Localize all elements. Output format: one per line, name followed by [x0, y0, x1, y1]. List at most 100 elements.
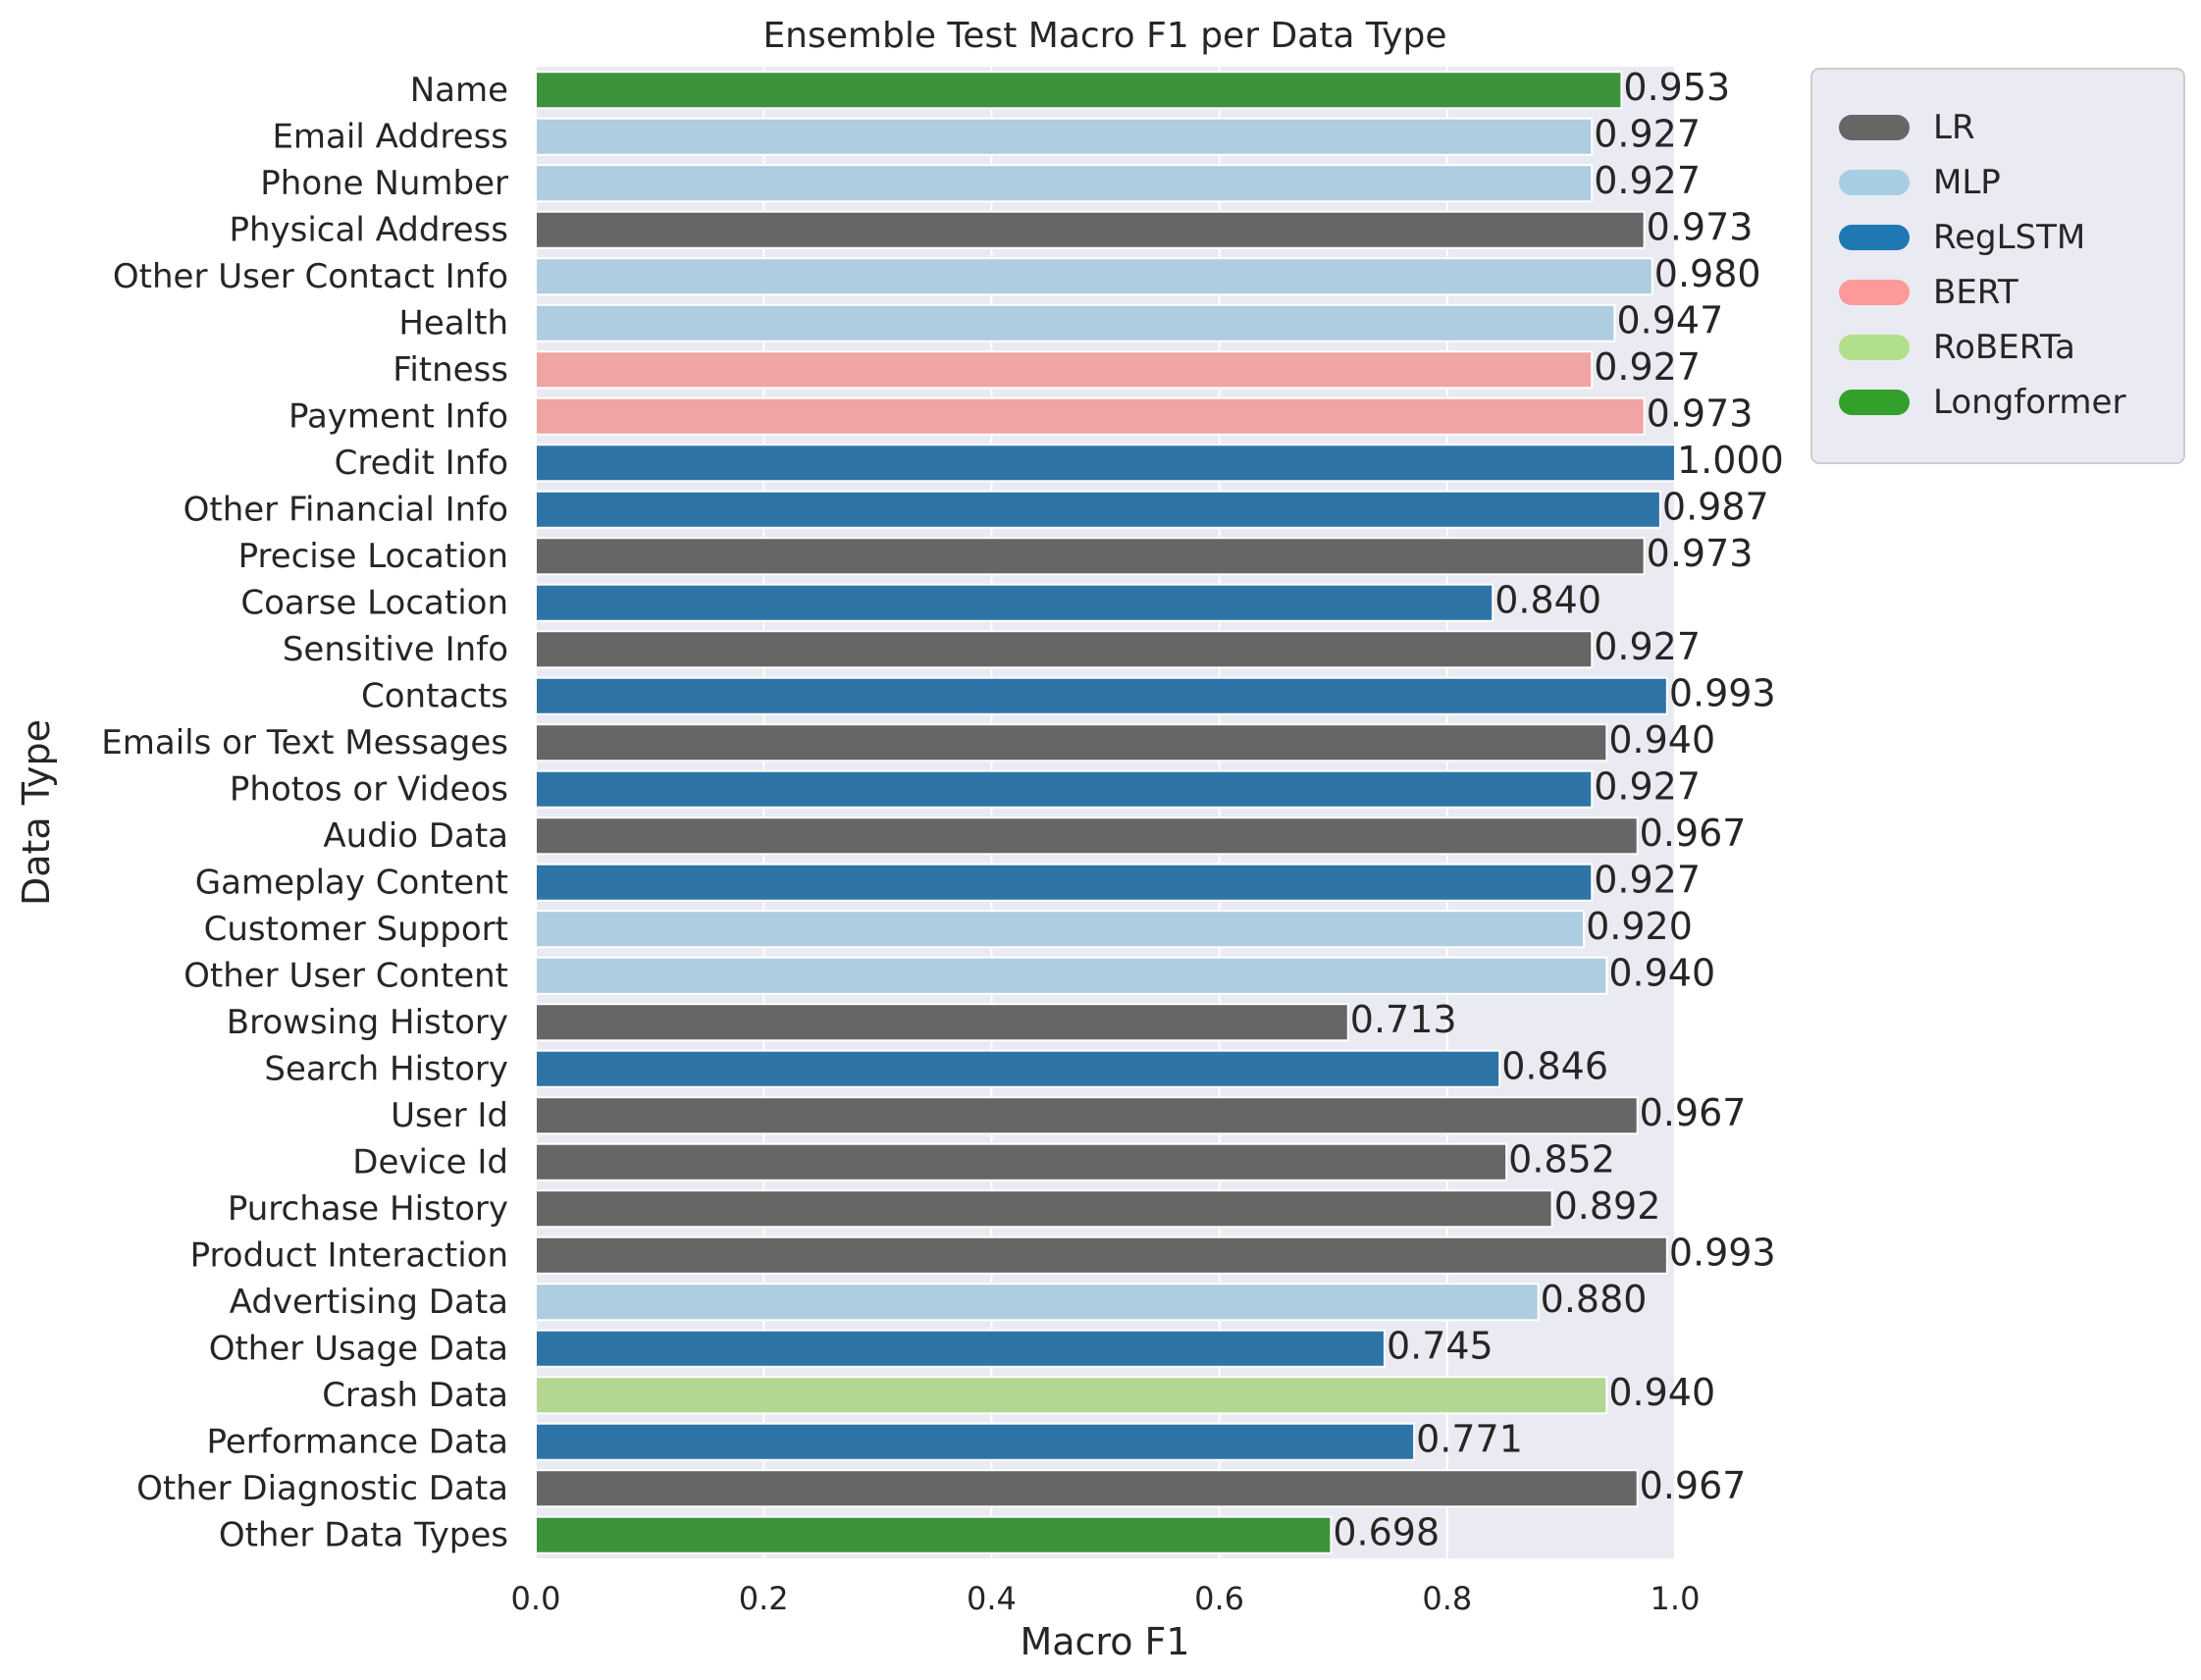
x-ticks: 0.0 0.2 0.4 0.6 0.8 1.0: [511, 1580, 1701, 1617]
value-label: 0.927: [1594, 112, 1701, 155]
x-tick-label: 0.0: [511, 1580, 561, 1617]
bar: [535, 1189, 1553, 1229]
category-label: Contacts: [361, 676, 508, 715]
category-label: Audio Data: [323, 816, 508, 856]
value-label: 0.973: [1647, 532, 1754, 575]
bar: [535, 1142, 1508, 1181]
legend-label: RoBERTa: [1933, 328, 2075, 367]
legend-swatch: [1839, 115, 1910, 140]
category-label: Health: [398, 303, 508, 342]
bar: [535, 210, 1646, 249]
legend-label: LR: [1933, 108, 1975, 147]
chart-title: Ensemble Test Macro F1 per Data Type: [762, 16, 1446, 56]
value-labels: 0.9530.9270.9270.9730.9800.9470.9270.973…: [1333, 66, 1783, 1554]
value-label: 0.840: [1494, 578, 1601, 621]
bar: [535, 1049, 1501, 1088]
legend-box: [1810, 68, 2185, 464]
category-label: Email Address: [272, 117, 508, 156]
value-label: 0.973: [1647, 392, 1754, 435]
legend-label: MLP: [1933, 163, 2001, 202]
x-tick-label: 1.0: [1651, 1580, 1701, 1617]
x-tick-label: 0.6: [1194, 1580, 1244, 1617]
category-label: Payment Info: [288, 396, 508, 436]
value-label: 0.940: [1608, 1371, 1715, 1414]
legend-swatch: [1839, 280, 1910, 305]
category-label: User Id: [391, 1096, 508, 1135]
category-label: Coarse Location: [240, 583, 508, 622]
category-label: Browsing History: [227, 1003, 508, 1042]
bar: [535, 723, 1608, 762]
bar: [535, 910, 1586, 949]
value-label: 0.927: [1594, 764, 1701, 808]
category-label: Gameplay Content: [195, 863, 508, 902]
bar: [535, 164, 1594, 203]
category-label: Purchase History: [228, 1189, 508, 1229]
x-tick-label: 0.4: [967, 1580, 1017, 1617]
value-label: 0.698: [1333, 1510, 1440, 1553]
bar: [535, 117, 1594, 156]
category-label: Photos or Videos: [230, 769, 508, 809]
category-label: Other Financial Info: [183, 490, 508, 529]
category-label: Search History: [264, 1049, 508, 1088]
legend-label: BERT: [1933, 273, 2018, 312]
value-label: 0.993: [1669, 671, 1776, 714]
bar: [535, 816, 1639, 856]
bar: [535, 863, 1594, 902]
bar: [535, 1283, 1540, 1322]
bar: [535, 1469, 1639, 1508]
bar: [535, 956, 1608, 995]
legend-label: RegLSTM: [1933, 218, 2085, 257]
bar: [535, 1003, 1349, 1042]
category-label: Other Data Types: [219, 1515, 508, 1554]
legend-swatch: [1839, 390, 1910, 415]
bar: [535, 257, 1653, 296]
value-label: 0.927: [1594, 858, 1701, 901]
category-labels: Name Email Address Phone Number Physical Ad…: [101, 71, 508, 1555]
bar: [535, 303, 1616, 342]
category-label: Emails or Text Messages: [101, 723, 508, 762]
category-label: Name: [410, 71, 508, 110]
value-label: 0.953: [1623, 66, 1730, 109]
category-label: Device Id: [352, 1142, 508, 1181]
value-label: 0.892: [1554, 1184, 1661, 1228]
value-label: 0.846: [1501, 1044, 1608, 1087]
value-label: 0.927: [1594, 345, 1701, 389]
bar: [535, 630, 1594, 669]
bars: [535, 71, 1676, 1554]
x-axis-title: Macro F1: [1020, 1620, 1189, 1663]
value-label: 0.980: [1654, 252, 1761, 295]
legend: LR MLP RegLSTM BERT RoBERTa Longformer: [1810, 68, 2185, 464]
category-label: Precise Location: [238, 537, 508, 576]
value-label: 0.927: [1594, 159, 1701, 202]
bar: [535, 71, 1623, 110]
bar: [535, 490, 1661, 529]
value-label: 0.771: [1416, 1417, 1523, 1460]
category-label: Advertising Data: [230, 1283, 508, 1322]
category-label: Other User Contact Info: [113, 257, 508, 296]
category-label: Performance Data: [207, 1422, 508, 1461]
legend-swatch: [1839, 335, 1910, 360]
value-label: 0.947: [1616, 298, 1723, 341]
category-label: Crash Data: [322, 1376, 508, 1415]
bar: [535, 396, 1646, 436]
bar: [535, 769, 1594, 809]
value-label: 0.920: [1586, 905, 1693, 948]
value-label: 0.927: [1594, 625, 1701, 668]
category-label: Product Interaction: [190, 1235, 508, 1275]
legend-swatch: [1839, 170, 1910, 195]
value-label: 0.940: [1608, 718, 1715, 761]
bar: [535, 1096, 1639, 1135]
legend-label: Longformer: [1933, 383, 2125, 422]
bar: [535, 1235, 1668, 1275]
category-label: Other Diagnostic Data: [136, 1469, 508, 1508]
category-label: Other User Content: [183, 956, 508, 995]
legend-swatch: [1839, 225, 1910, 250]
category-label: Fitness: [393, 350, 508, 390]
value-label: 0.940: [1608, 951, 1715, 994]
value-label: 0.973: [1647, 205, 1754, 248]
value-label: 0.745: [1387, 1324, 1494, 1367]
value-label: 0.880: [1541, 1278, 1648, 1321]
bar: [535, 583, 1494, 622]
category-label: Other Usage Data: [209, 1329, 508, 1368]
